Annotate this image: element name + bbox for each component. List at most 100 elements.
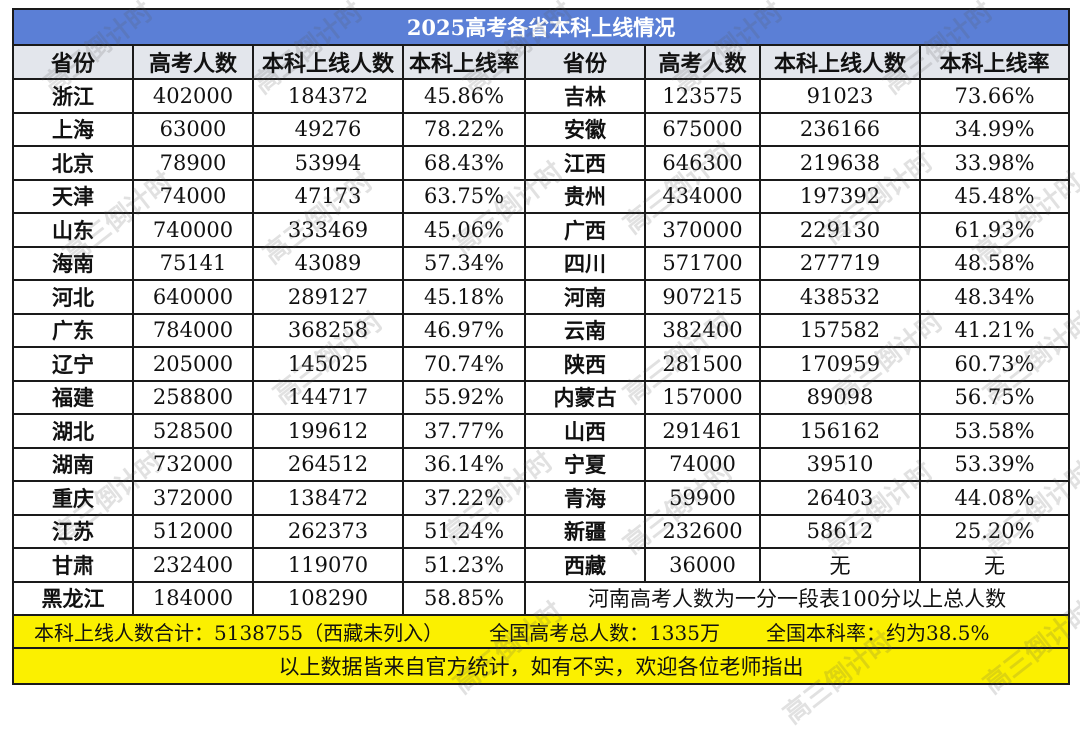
table-row: 浙江 402000 184372 45.86% 吉林 123575 91023 73.66% xyxy=(12,78,1071,114)
value-cell: 48.58% xyxy=(918,245,1071,281)
province-cell: 湖南 xyxy=(12,446,134,482)
disclaimer-row: 以上数据皆来自官方统计，如有不实，欢迎各位老师指出 xyxy=(11,647,1071,685)
table-row: 天津 74000 47173 63.75% 贵州 434000 197392 45.48% xyxy=(12,178,1071,214)
value-cell: 197392 xyxy=(759,178,921,214)
value-cell: 907215 xyxy=(644,279,761,315)
column-header: 本科上线人数 xyxy=(759,44,921,80)
province-cell: 河南 xyxy=(524,279,646,315)
value-cell: 33.98% xyxy=(918,145,1071,181)
value-cell: 75141 xyxy=(132,245,254,281)
value-cell: 108290 xyxy=(252,580,404,616)
province-cell: 山西 xyxy=(524,413,646,449)
province-cell: 江苏 xyxy=(12,513,134,549)
value-cell: 184000 xyxy=(132,580,254,616)
value-cell: 434000 xyxy=(644,178,761,214)
province-cell: 吉林 xyxy=(524,78,646,114)
value-cell: 138472 xyxy=(252,480,404,516)
table-row: 湖北 528500 199612 37.77% 山西 291461 156162 53.58% xyxy=(12,413,1071,449)
value-cell: 184372 xyxy=(252,78,404,114)
value-cell: 25.20% xyxy=(918,513,1071,549)
table-row: 河北 640000 289127 45.18% 河南 907215 438532 48.34% xyxy=(12,279,1071,315)
value-cell: 89098 xyxy=(759,379,921,415)
value-cell: 145025 xyxy=(252,346,404,382)
value-cell: 229130 xyxy=(759,212,921,248)
value-cell: 144717 xyxy=(252,379,404,415)
table-row: 重庆 372000 138472 37.22% 青海 59900 26403 44.08% xyxy=(12,480,1071,516)
value-cell: 26403 xyxy=(759,480,921,516)
value-cell: 49276 xyxy=(252,111,404,147)
province-cell: 重庆 xyxy=(12,480,134,516)
table-row: 海南 75141 43089 57.34% 四川 571700 277719 48.58% xyxy=(12,245,1071,281)
value-cell: 41.21% xyxy=(918,312,1071,348)
value-cell: 47173 xyxy=(252,178,404,214)
value-cell: 236166 xyxy=(759,111,921,147)
value-cell: 438532 xyxy=(759,279,921,315)
value-cell: 45.86% xyxy=(402,78,526,114)
value-cell: 无 xyxy=(759,547,921,583)
value-cell: 43089 xyxy=(252,245,404,281)
value-cell: 291461 xyxy=(644,413,761,449)
value-cell: 232400 xyxy=(132,547,254,583)
disclaimer-text: 以上数据皆来自官方统计，如有不实，欢迎各位老师指出 xyxy=(11,647,1071,685)
table-row: 湖南 732000 264512 36.14% 宁夏 74000 39510 53.39% xyxy=(12,446,1071,482)
value-cell: 36000 xyxy=(644,547,761,583)
value-cell: 61.93% xyxy=(918,212,1071,248)
province-cell: 海南 xyxy=(12,245,134,281)
column-header: 省份 xyxy=(524,44,646,80)
value-cell: 55.92% xyxy=(402,379,526,415)
value-cell: 46.97% xyxy=(402,312,526,348)
value-cell: 45.48% xyxy=(918,178,1071,214)
province-cell: 福建 xyxy=(12,379,134,415)
value-cell: 51.24% xyxy=(402,513,526,549)
value-cell: 264512 xyxy=(252,446,404,482)
province-cell: 辽宁 xyxy=(12,346,134,382)
value-cell: 36.14% xyxy=(402,446,526,482)
value-cell: 58612 xyxy=(759,513,921,549)
value-cell: 281500 xyxy=(644,346,761,382)
province-cell: 陕西 xyxy=(524,346,646,382)
summary-cell: 本科上线人数合计：5138755（西藏未列入） 全国高考总人数：1335万 全国本科… xyxy=(11,614,1071,649)
province-cell: 青海 xyxy=(524,480,646,516)
column-header: 高考人数 xyxy=(644,44,761,80)
value-cell: 57.34% xyxy=(402,245,526,281)
value-cell: 34.99% xyxy=(918,111,1071,147)
province-cell: 广西 xyxy=(524,212,646,248)
value-cell: 53.39% xyxy=(918,446,1071,482)
province-cell: 内蒙古 xyxy=(524,379,646,415)
data-sheet: 2025高考各省本科上线情况 省份 高考人数 本科上线人数 本科上线率 省份 高考人数 本科… xyxy=(11,0,1080,730)
value-cell: 44.08% xyxy=(918,480,1071,516)
value-cell: 63.75% xyxy=(402,178,526,214)
value-cell: 784000 xyxy=(132,312,254,348)
province-cell: 浙江 xyxy=(12,78,134,114)
table-row: 甘肃 232400 119070 51.23% 西藏 36000 无无 xyxy=(12,547,1071,583)
table-row: 北京 78900 53994 68.43% 江西 646300 219638 33.98% xyxy=(12,145,1071,181)
value-cell: 640000 xyxy=(132,279,254,315)
value-cell: 60.73% xyxy=(918,346,1071,382)
value-cell: 157582 xyxy=(759,312,921,348)
value-cell: 258800 xyxy=(132,379,254,415)
value-cell: 289127 xyxy=(252,279,404,315)
value-cell: 675000 xyxy=(644,111,761,147)
table-row: 广东 784000 368258 46.97% 云南 382400 157582 41.21% xyxy=(12,312,1071,348)
table-row: 江苏 512000 262373 51.24% 新疆 232600 58612 25.20% xyxy=(12,513,1071,549)
province-cell: 安徽 xyxy=(524,111,646,147)
value-cell: 无 xyxy=(918,547,1071,583)
value-cell: 78900 xyxy=(132,145,254,181)
value-cell: 333469 xyxy=(252,212,404,248)
value-cell: 51.23% xyxy=(402,547,526,583)
table-row: 辽宁 205000 145025 70.74% 陕西 281500 170959 60.73% xyxy=(12,346,1071,382)
table-row: 福建 258800 144717 55.92% 内蒙古 157000 89098 56.75% xyxy=(12,379,1071,415)
province-cell: 贵州 xyxy=(524,178,646,214)
column-header: 本科上线率 xyxy=(402,44,526,80)
value-cell: 73.66% xyxy=(918,78,1071,114)
total-admitted-text: 本科上线人数合计：5138755（西藏未列入） xyxy=(34,621,444,645)
value-cell: 78.22% xyxy=(402,111,526,147)
title-row: 2025高考各省本科上线情况 xyxy=(11,8,1071,46)
value-cell: 262373 xyxy=(252,513,404,549)
value-cell: 68.43% xyxy=(402,145,526,181)
value-cell: 53.58% xyxy=(918,413,1071,449)
table-row: 山东 740000 333469 45.06% 广西 370000 229130 61.93% xyxy=(12,212,1071,248)
value-cell: 37.77% xyxy=(402,413,526,449)
value-cell: 402000 xyxy=(132,78,254,114)
column-header: 本科上线率 xyxy=(918,44,1071,80)
